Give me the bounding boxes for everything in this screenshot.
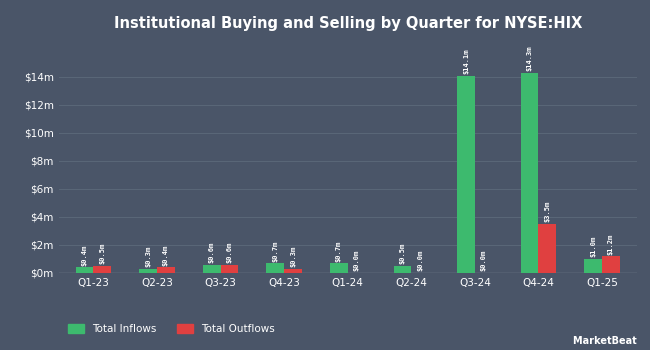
Text: $1.2m: $1.2m bbox=[608, 233, 614, 254]
Text: $0.6m: $0.6m bbox=[226, 241, 233, 263]
Text: $0.5m: $0.5m bbox=[399, 243, 406, 264]
Text: $0.7m: $0.7m bbox=[272, 240, 278, 261]
Bar bbox=[220, 265, 239, 273]
Bar bbox=[521, 73, 538, 273]
Text: $0.7m: $0.7m bbox=[336, 240, 342, 261]
Text: $0.0m: $0.0m bbox=[417, 250, 423, 271]
Text: $0.0m: $0.0m bbox=[354, 250, 359, 271]
Bar bbox=[157, 267, 175, 273]
Bar bbox=[330, 263, 348, 273]
Text: $1.0m: $1.0m bbox=[590, 236, 596, 257]
Bar bbox=[393, 266, 411, 273]
Text: $0.4m: $0.4m bbox=[163, 244, 169, 266]
Title: Institutional Buying and Selling by Quarter for NYSE:HIX: Institutional Buying and Selling by Quar… bbox=[114, 16, 582, 31]
Text: $3.5m: $3.5m bbox=[544, 201, 551, 222]
Legend: Total Inflows, Total Outflows: Total Inflows, Total Outflows bbox=[64, 320, 279, 338]
Bar bbox=[266, 263, 284, 273]
Text: $0.0m: $0.0m bbox=[481, 250, 487, 271]
Text: $0.3m: $0.3m bbox=[290, 246, 296, 267]
Bar bbox=[457, 76, 475, 273]
Text: $0.5m: $0.5m bbox=[99, 243, 105, 264]
Text: $0.6m: $0.6m bbox=[209, 241, 214, 263]
Text: $0.4m: $0.4m bbox=[81, 244, 88, 266]
Bar bbox=[203, 265, 220, 273]
Bar bbox=[139, 269, 157, 273]
Text: ⁠⁠⁠⁠⁠⁠MarketBeat: ⁠⁠⁠⁠⁠⁠MarketBeat bbox=[573, 336, 637, 346]
Text: $14.3m: $14.3m bbox=[526, 46, 532, 71]
Text: $0.3m: $0.3m bbox=[145, 246, 151, 267]
Bar bbox=[284, 269, 302, 273]
Bar bbox=[75, 267, 94, 273]
Bar bbox=[602, 256, 620, 273]
Bar bbox=[94, 266, 111, 273]
Text: $14.1m: $14.1m bbox=[463, 48, 469, 74]
Bar bbox=[538, 224, 556, 273]
Bar bbox=[584, 259, 602, 273]
